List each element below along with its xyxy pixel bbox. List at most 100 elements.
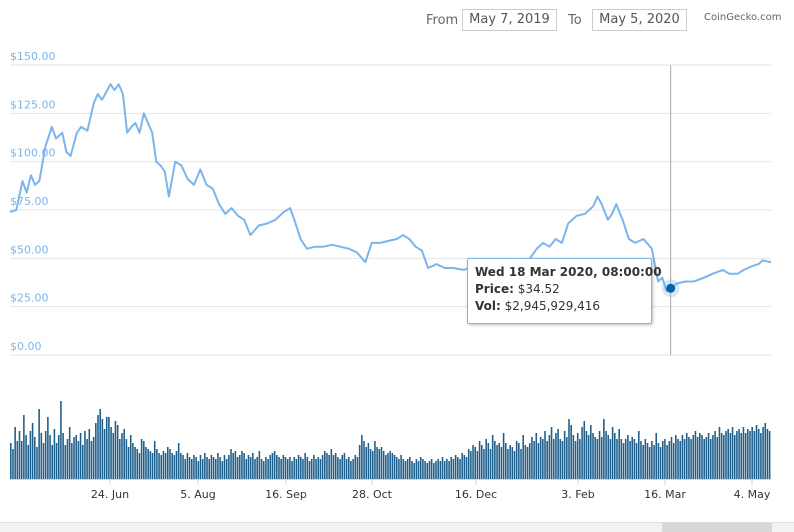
volume-bar <box>105 417 108 479</box>
volume-bar <box>75 435 77 479</box>
volume-bar <box>406 459 409 479</box>
volume-bar <box>566 437 568 479</box>
volume-bar <box>513 451 516 479</box>
volume-bar <box>363 441 365 479</box>
to-date-input[interactable]: May 5, 2020 <box>592 9 687 31</box>
from-date-input[interactable]: May 7, 2019 <box>462 9 557 31</box>
volume-bar <box>286 459 289 479</box>
navigator-scrollbar[interactable] <box>0 522 794 532</box>
volume-bar <box>725 431 727 479</box>
volume-bar <box>71 443 73 479</box>
volume-bar <box>14 427 16 479</box>
volume-bar <box>112 433 115 479</box>
volume-bar <box>308 461 311 479</box>
volume-bar <box>515 441 518 479</box>
volume-bar <box>509 445 511 479</box>
volume-bar <box>696 437 699 479</box>
volume-bar <box>149 451 152 479</box>
volume-bar <box>97 415 99 479</box>
volume-bar <box>60 401 62 479</box>
volume-bar <box>214 459 217 479</box>
volume-bar <box>611 427 614 479</box>
volume-bar <box>234 451 237 479</box>
volume-bar <box>640 441 642 479</box>
volume-bar <box>306 457 309 479</box>
volume-bar <box>465 457 468 479</box>
volume-bar <box>369 449 372 479</box>
volume-bar <box>197 461 200 479</box>
volume-bar <box>347 457 350 479</box>
volume-bar <box>12 449 14 479</box>
volume-bar <box>164 453 167 479</box>
volume-bar <box>624 439 627 479</box>
volume-bar <box>524 445 527 479</box>
scrollbar-handle[interactable] <box>662 523 772 532</box>
volume-bar <box>470 451 472 479</box>
volume-bar <box>478 441 481 479</box>
volume-bar <box>245 459 248 479</box>
volume-bar <box>712 435 714 479</box>
volume-bar <box>313 455 315 479</box>
volume-bar <box>66 439 69 479</box>
volume-bar <box>317 457 320 479</box>
volume-bar <box>675 435 677 479</box>
volume-bar <box>221 461 224 479</box>
price-tooltip: Wed 18 Mar 2020, 08:00:00 Price: $34.52 … <box>467 258 662 324</box>
volume-bar <box>167 447 169 479</box>
volume-bar <box>138 453 141 479</box>
hover-marker[interactable] <box>666 283 676 293</box>
volume-bar <box>563 431 566 479</box>
volume-bar <box>391 453 394 479</box>
volume-bar <box>568 419 570 479</box>
volume-bar <box>629 441 631 479</box>
volume-bar <box>552 439 555 479</box>
x-tick-label: 4. May <box>734 488 771 501</box>
volume-bar <box>435 461 437 479</box>
volume-bar <box>531 437 533 479</box>
volume-bar <box>158 453 160 479</box>
volume-bar <box>768 431 771 479</box>
volume-bar <box>587 435 590 479</box>
volume-bar <box>751 427 753 479</box>
volume-bar <box>679 441 681 479</box>
volume-bar <box>256 457 258 479</box>
volume-bar <box>555 433 557 479</box>
coingecko-credit-link[interactable]: CoinGecko.com <box>704 12 782 23</box>
volume-bar <box>605 431 607 479</box>
volume-bar <box>437 459 439 479</box>
volume-bar <box>457 457 459 479</box>
volume-bar <box>23 415 25 479</box>
volume-bar <box>186 453 189 479</box>
volume-bar <box>729 433 732 479</box>
volume-bar <box>252 453 254 479</box>
volume-bar <box>736 431 738 479</box>
volume-bar <box>705 437 708 479</box>
volume-bar <box>474 447 477 479</box>
volume-bar <box>733 435 736 479</box>
volume-bar <box>116 425 119 479</box>
y-tick-label: $50.00 <box>10 243 49 256</box>
volume-bar <box>326 453 328 479</box>
volume-bar <box>672 443 675 479</box>
volume-bar <box>47 417 49 479</box>
volume-bar <box>350 461 352 479</box>
volume-bar <box>169 449 171 479</box>
volume-bar <box>402 459 405 479</box>
volume-bar <box>188 457 191 479</box>
volume-bar <box>236 457 239 479</box>
volume-bar <box>217 453 219 479</box>
volume-bar <box>114 421 117 479</box>
volume-bar <box>182 455 184 479</box>
volume-bar <box>415 459 418 479</box>
volume-bar <box>583 421 586 479</box>
volume-bar <box>677 439 679 479</box>
volume-bar <box>337 457 339 479</box>
volume-bar <box>731 427 734 479</box>
volume-bar <box>681 435 684 479</box>
volume-bar <box>380 447 383 479</box>
y-tick-label: $25.00 <box>10 292 49 305</box>
y-tick-label: $75.00 <box>10 195 49 208</box>
volume-bar <box>574 441 577 479</box>
volume-bar <box>151 453 154 479</box>
volume-bar <box>716 437 719 479</box>
